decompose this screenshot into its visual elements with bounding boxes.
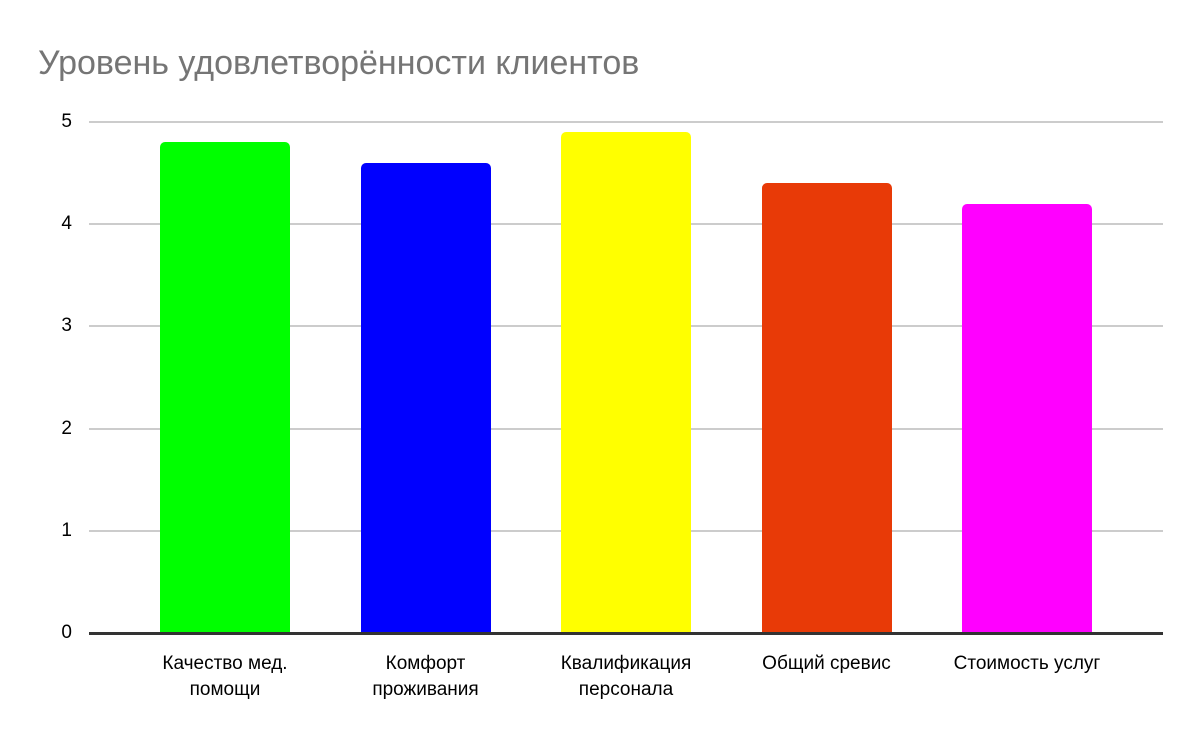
- x-category-label-line: Комфорт: [385, 653, 466, 674]
- y-tick-label-3: 3: [61, 315, 72, 337]
- x-category-label-line: Общий сревис: [762, 653, 891, 674]
- chart-title: Уровень удовлетворённости клиентов: [38, 44, 640, 82]
- bar-4: [761, 183, 892, 633]
- x-category-label-line: Квалификация: [560, 653, 692, 674]
- y-tick-label-4: 4: [61, 213, 72, 235]
- x-axis-baseline: [89, 632, 1163, 635]
- x-category-label-4: Общий сревис: [727, 651, 927, 677]
- x-category-label-5: Стоимость услуг: [927, 651, 1127, 677]
- y-tick-label-1: 1: [61, 519, 72, 541]
- y-tick-label-5: 5: [61, 111, 72, 132]
- x-category-label-line: Качество мед.: [162, 653, 288, 674]
- bar-1: [160, 142, 290, 633]
- x-category-label-1: Качество мед. помощи: [125, 651, 325, 703]
- gridline-y-5: [89, 121, 1163, 123]
- x-category-label-2: Комфорт проживания: [326, 651, 526, 703]
- x-category-label-line: помощи: [189, 679, 261, 700]
- bar-3: [561, 132, 691, 633]
- x-category-label-line: персонала: [578, 679, 674, 700]
- bar-2: [360, 162, 491, 633]
- x-category-label-3: Квалификация персонала: [526, 651, 726, 703]
- x-category-label-line: проживания: [372, 679, 479, 700]
- bar-5: [962, 203, 1092, 633]
- y-tick-label-0: 0: [61, 622, 72, 643]
- y-tick-label-2: 2: [61, 417, 72, 439]
- x-category-label-line: Стоимость услуг: [953, 653, 1101, 674]
